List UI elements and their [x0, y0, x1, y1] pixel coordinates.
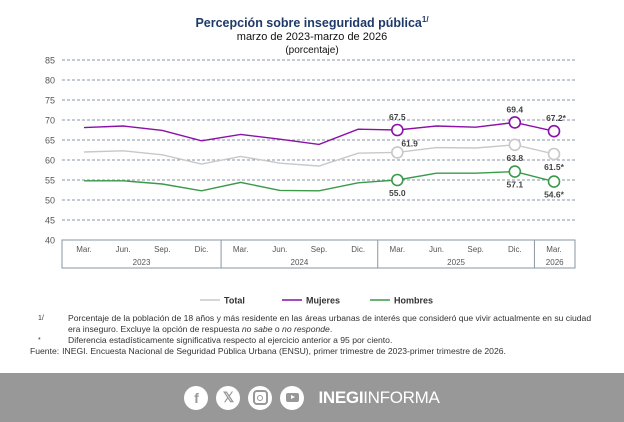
- series-line-total: [83, 144, 555, 167]
- data-label: 67.5: [389, 112, 406, 122]
- x-tick-label: Jun.: [272, 245, 287, 254]
- year-label: 2024: [291, 258, 309, 267]
- facebook-icon[interactable]: f: [184, 385, 209, 410]
- x-icon[interactable]: 𝕏: [216, 385, 241, 410]
- youtube-icon[interactable]: [280, 385, 305, 410]
- y-tick-label: 55: [45, 176, 55, 186]
- chart-title: Percepción sobre inseguridad pública1/: [195, 15, 429, 31]
- chart-subtitle: marzo de 2023-marzo de 2026: [236, 31, 388, 43]
- legend-label-hombres: Hombres: [394, 296, 433, 306]
- data-point-hombres: [547, 175, 561, 188]
- x-tick-label: Mar.: [546, 245, 562, 254]
- x-tick-label: Mar.: [390, 245, 406, 254]
- source: Fuente: INEGI. Encuesta Nacional de Segur…: [30, 346, 506, 356]
- year-label: 2025: [447, 258, 465, 267]
- data-label: 54.6*: [544, 190, 565, 200]
- data-label: 57.1: [507, 180, 524, 190]
- legend-label-mujeres: Mujeres: [306, 296, 340, 306]
- x-tick-label: Sep.: [467, 245, 483, 254]
- data-label: 55.0: [389, 188, 406, 198]
- data-point-mujeres: [508, 116, 522, 129]
- data-label: 61.9: [401, 138, 418, 148]
- x-tick-label: Sep.: [311, 245, 327, 254]
- x-tick-label: Jun.: [429, 245, 444, 254]
- data-label: 69.4: [507, 104, 524, 114]
- x-tick-label: Jun.: [116, 245, 131, 254]
- data-label: 67.2*: [546, 113, 567, 123]
- notes: 1/Porcentaje de la población de 18 años …: [30, 313, 593, 357]
- x-tick-label: Mar.: [233, 245, 249, 254]
- y-tick-label: 60: [45, 156, 55, 166]
- year-label: 2026: [546, 258, 564, 267]
- y-tick-label: 40: [45, 236, 55, 246]
- instagram-icon[interactable]: [248, 385, 273, 410]
- data-point-total: [391, 146, 404, 159]
- x-tick-label: Dic.: [195, 245, 209, 254]
- x-tick-label: Dic.: [351, 245, 365, 254]
- year-label: 2023: [133, 258, 151, 267]
- data-label: 63.8: [507, 153, 524, 163]
- unit-label: (porcentaje): [285, 45, 339, 56]
- x-tick-label: Sep.: [154, 245, 170, 254]
- series-line-mujeres: [83, 121, 555, 146]
- x-axis-box: [61, 239, 576, 269]
- footer: f 𝕏 INEGIINFORMA: [0, 373, 624, 422]
- data-point-mujeres: [547, 124, 561, 138]
- y-tick-label: 75: [45, 96, 55, 106]
- y-tick-label: 70: [45, 116, 55, 126]
- note-1: 1/Porcentaje de la población de 18 años …: [38, 313, 592, 334]
- y-tick-label: 65: [45, 136, 55, 146]
- y-tick-label: 85: [45, 56, 55, 66]
- x-tick-label: Dic.: [508, 245, 522, 254]
- x-tick-label: Mar.: [76, 245, 92, 254]
- data-point-hombres: [391, 173, 404, 187]
- inegi-informa-logo[interactable]: INEGIINFORMA: [318, 387, 440, 407]
- data-point-total: [508, 138, 522, 152]
- legend-label-total: Total: [224, 296, 245, 306]
- chart: 40 45 50 55 60 65 70 75 80 85 Mar. Jun. Sep. Dic. Mar.…: [45, 56, 576, 306]
- y-tick-label: 50: [45, 196, 55, 206]
- y-tick-label: 80: [45, 76, 55, 86]
- series-line-hombres: [84, 170, 555, 192]
- data-label: 61.5*: [544, 162, 565, 172]
- y-tick-label: 45: [45, 216, 55, 226]
- data-point-mujeres: [391, 123, 404, 137]
- data-point-hombres: [508, 165, 522, 178]
- data-point-total: [547, 147, 561, 161]
- note-asterisk: * Diferencia estadísticamente significati…: [38, 335, 393, 345]
